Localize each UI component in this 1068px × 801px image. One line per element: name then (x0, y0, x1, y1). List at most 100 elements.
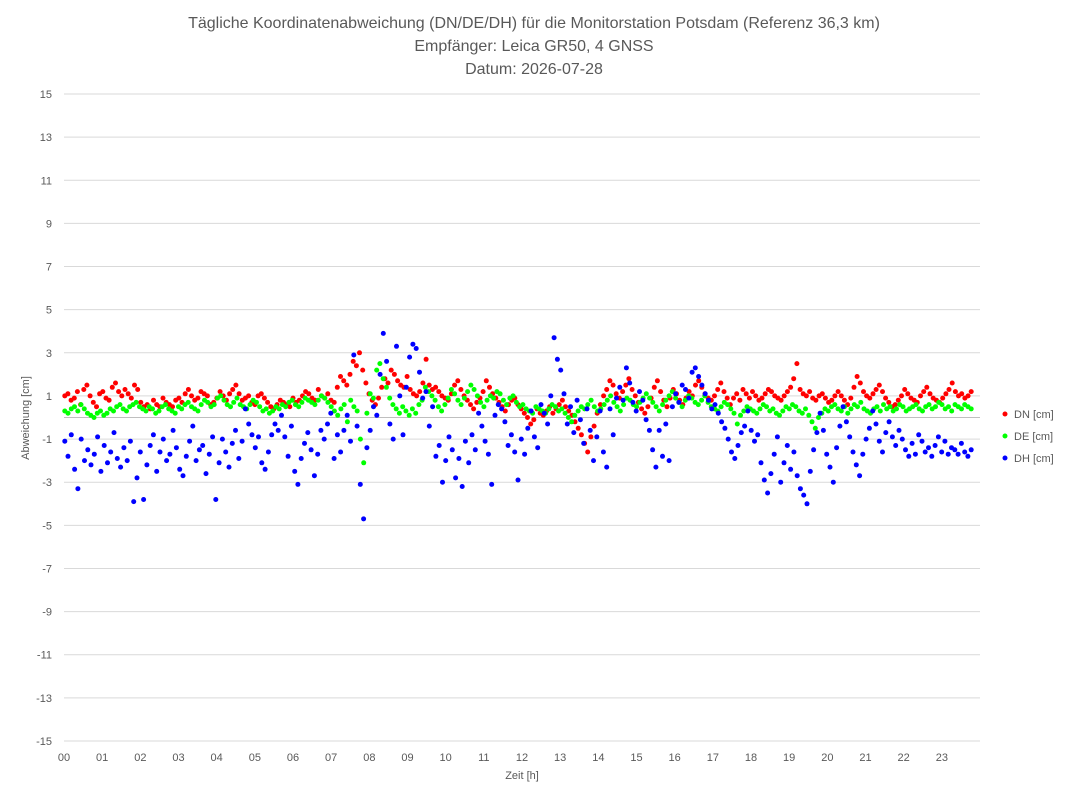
data-point (607, 406, 613, 412)
data-point (699, 382, 705, 388)
data-point (485, 451, 491, 457)
data-point (246, 421, 252, 427)
data-point (761, 477, 767, 483)
data-point (916, 432, 922, 438)
data-point (721, 389, 727, 395)
data-point (952, 447, 958, 453)
data-point (814, 430, 820, 436)
x-tick-label: 06 (287, 752, 299, 764)
data-point (315, 387, 321, 392)
x-tick-label: 09 (401, 752, 413, 764)
data-point (876, 382, 882, 388)
series-de (62, 361, 974, 466)
data-point (643, 417, 649, 423)
data-point (483, 378, 489, 384)
x-tick-label: 07 (325, 752, 337, 764)
data-point (568, 404, 573, 410)
data-point (525, 425, 531, 431)
data-point (607, 378, 613, 384)
data-point (263, 406, 269, 412)
data-point (778, 479, 784, 485)
data-point (388, 367, 394, 373)
data-point (395, 378, 401, 384)
data-point (835, 389, 841, 395)
data-point (594, 434, 600, 440)
data-point (640, 397, 646, 403)
data-point (870, 391, 876, 397)
data-point (873, 387, 879, 392)
data-point (65, 410, 71, 416)
data-point (331, 456, 337, 461)
x-tick-label: 16 (669, 752, 681, 764)
data-point (94, 404, 99, 410)
data-point (797, 387, 803, 392)
data-point (374, 412, 380, 418)
data-point (462, 438, 468, 444)
data-point (279, 412, 284, 418)
data-point (955, 451, 961, 457)
data-point (621, 402, 627, 408)
data-point (489, 481, 495, 487)
data-point (803, 406, 808, 412)
x-tick-label: 01 (96, 752, 108, 764)
data-point (288, 423, 294, 429)
data-point (642, 410, 648, 416)
data-point (620, 397, 626, 403)
data-point (228, 404, 233, 410)
data-point (116, 389, 122, 395)
data-point (311, 473, 317, 479)
data-point (170, 404, 175, 410)
data-point (575, 425, 581, 431)
data-point (117, 402, 123, 408)
data-point (285, 453, 291, 459)
data-point (252, 445, 258, 451)
data-point (770, 406, 776, 412)
data-point (563, 404, 568, 410)
data-point (894, 406, 899, 412)
data-point (538, 402, 544, 408)
data-point (581, 440, 587, 446)
data-point (949, 380, 955, 386)
legend-label: DE [cm] (1014, 431, 1053, 443)
data-point (813, 397, 819, 403)
data-point (880, 449, 885, 455)
data-point (357, 350, 362, 356)
data-point (363, 380, 369, 386)
data-point (500, 397, 506, 403)
y-tick-label: -3 (42, 477, 52, 489)
data-point (695, 402, 701, 408)
x-tick-label: 13 (554, 752, 566, 764)
data-point (180, 473, 186, 479)
data-point (474, 393, 480, 399)
data-point (246, 393, 252, 399)
data-point (195, 395, 201, 401)
data-point (880, 389, 885, 395)
data-point (223, 449, 229, 455)
data-point (452, 382, 458, 388)
data-point (617, 408, 623, 414)
data-point (753, 393, 759, 399)
data-point (276, 406, 282, 412)
data-point (442, 402, 448, 408)
data-point (204, 393, 210, 399)
grid-lines (64, 93, 980, 742)
data-point (734, 391, 740, 397)
data-point (397, 393, 403, 399)
data-point (702, 391, 708, 397)
data-point (196, 447, 202, 453)
data-point (354, 408, 360, 414)
data-point (958, 440, 964, 446)
data-point (604, 397, 610, 403)
data-point (757, 406, 763, 412)
data-point (420, 395, 426, 401)
legend-marker (1002, 433, 1008, 439)
data-point (170, 427, 176, 433)
data-point (453, 475, 459, 481)
data-point (91, 415, 97, 420)
data-point (886, 419, 892, 425)
data-point (679, 404, 685, 410)
data-point (822, 395, 828, 401)
data-point (439, 408, 445, 414)
data-point (887, 404, 893, 410)
data-point (858, 399, 864, 405)
